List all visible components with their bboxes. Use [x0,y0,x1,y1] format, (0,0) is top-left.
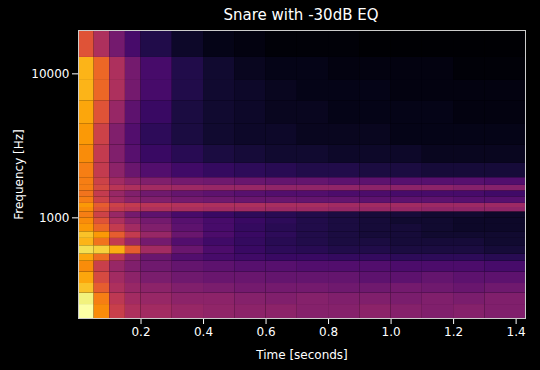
svg-text:1.4: 1.4 [507,325,526,339]
svg-text:0.8: 0.8 [319,325,338,339]
svg-text:0.2: 0.2 [131,325,150,339]
svg-text:0.4: 0.4 [194,325,213,339]
svg-text:10000: 10000 [31,67,69,81]
svg-text:Frequency [Hz]: Frequency [Hz] [12,129,26,220]
svg-text:0.6: 0.6 [257,325,276,339]
svg-text:1.0: 1.0 [382,325,401,339]
svg-text:1000: 1000 [39,211,70,225]
svg-text:Time [seconds]: Time [seconds] [255,348,348,362]
html-text:Snare with -30dB EQ: Snare with -30dB EQ [223,6,379,24]
svg-text:1.2: 1.2 [444,325,463,339]
